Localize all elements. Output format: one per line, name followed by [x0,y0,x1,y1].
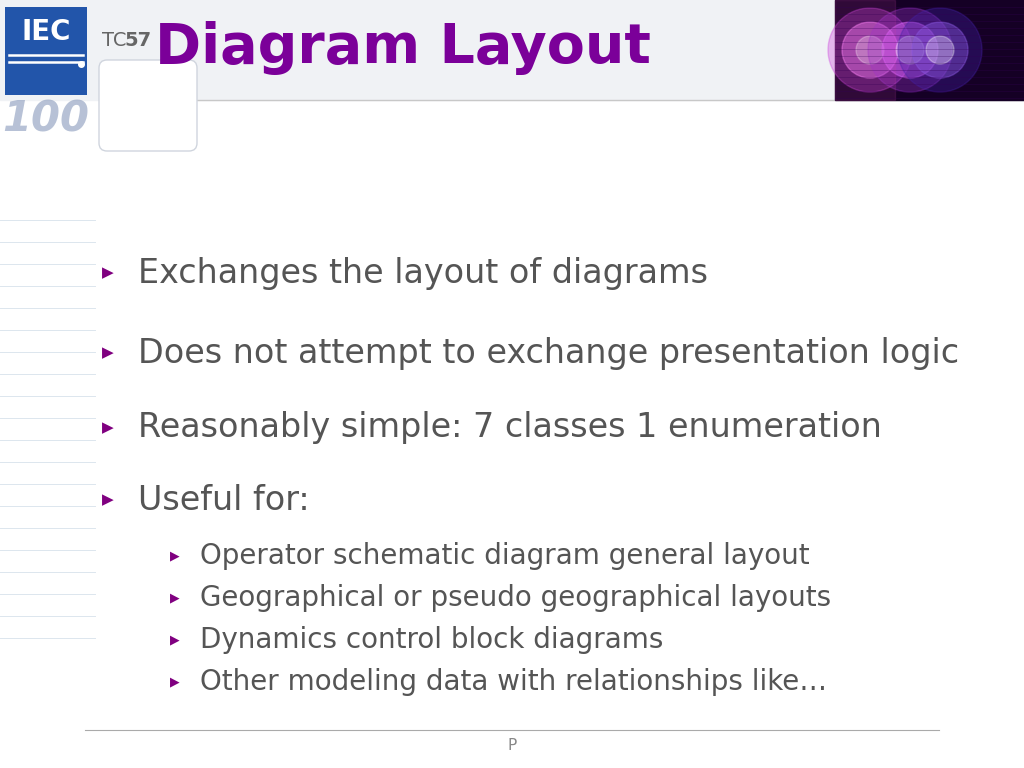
Circle shape [856,36,884,64]
Text: 57: 57 [124,31,152,49]
Text: Dynamics control block diagrams: Dynamics control block diagrams [200,626,664,654]
Bar [835,0,1024,100]
Text: ▶: ▶ [102,266,114,280]
Circle shape [912,22,968,78]
Text: ▶: ▶ [170,591,180,604]
Text: ▶: ▶ [102,421,114,435]
Text: Operator schematic diagram general layout: Operator schematic diagram general layou… [200,542,810,570]
Text: IEC: IEC [22,18,71,45]
Text: ▶: ▶ [170,549,180,562]
FancyBboxPatch shape [99,60,197,151]
Text: Does not attempt to exchange presentation logic: Does not attempt to exchange presentatio… [138,336,959,369]
Text: ▶: ▶ [102,492,114,508]
Text: 100: 100 [2,99,89,141]
Text: TC: TC [102,31,127,49]
Text: Useful for:: Useful for: [138,484,309,517]
Text: Reasonably simple: 7 classes 1 enumeration: Reasonably simple: 7 classes 1 enumerati… [138,412,882,445]
Text: Diagram Layout: Diagram Layout [155,21,651,75]
Text: Other modeling data with relationships like…: Other modeling data with relationships l… [200,668,827,696]
Bar [835,0,895,100]
Circle shape [842,22,898,78]
Text: ▶: ▶ [170,676,180,688]
FancyBboxPatch shape [5,7,87,95]
Text: ▶: ▶ [102,346,114,360]
Text: Exchanges the layout of diagrams: Exchanges the layout of diagrams [138,257,708,290]
Text: ▶: ▶ [170,634,180,647]
Text: Geographical or pseudo geographical layouts: Geographical or pseudo geographical layo… [200,584,831,612]
Circle shape [882,22,938,78]
Circle shape [868,8,952,92]
Text: P: P [507,739,517,753]
Bar [0,0,1024,100]
Circle shape [896,36,924,64]
Circle shape [828,8,912,92]
Circle shape [926,36,954,64]
Circle shape [898,8,982,92]
